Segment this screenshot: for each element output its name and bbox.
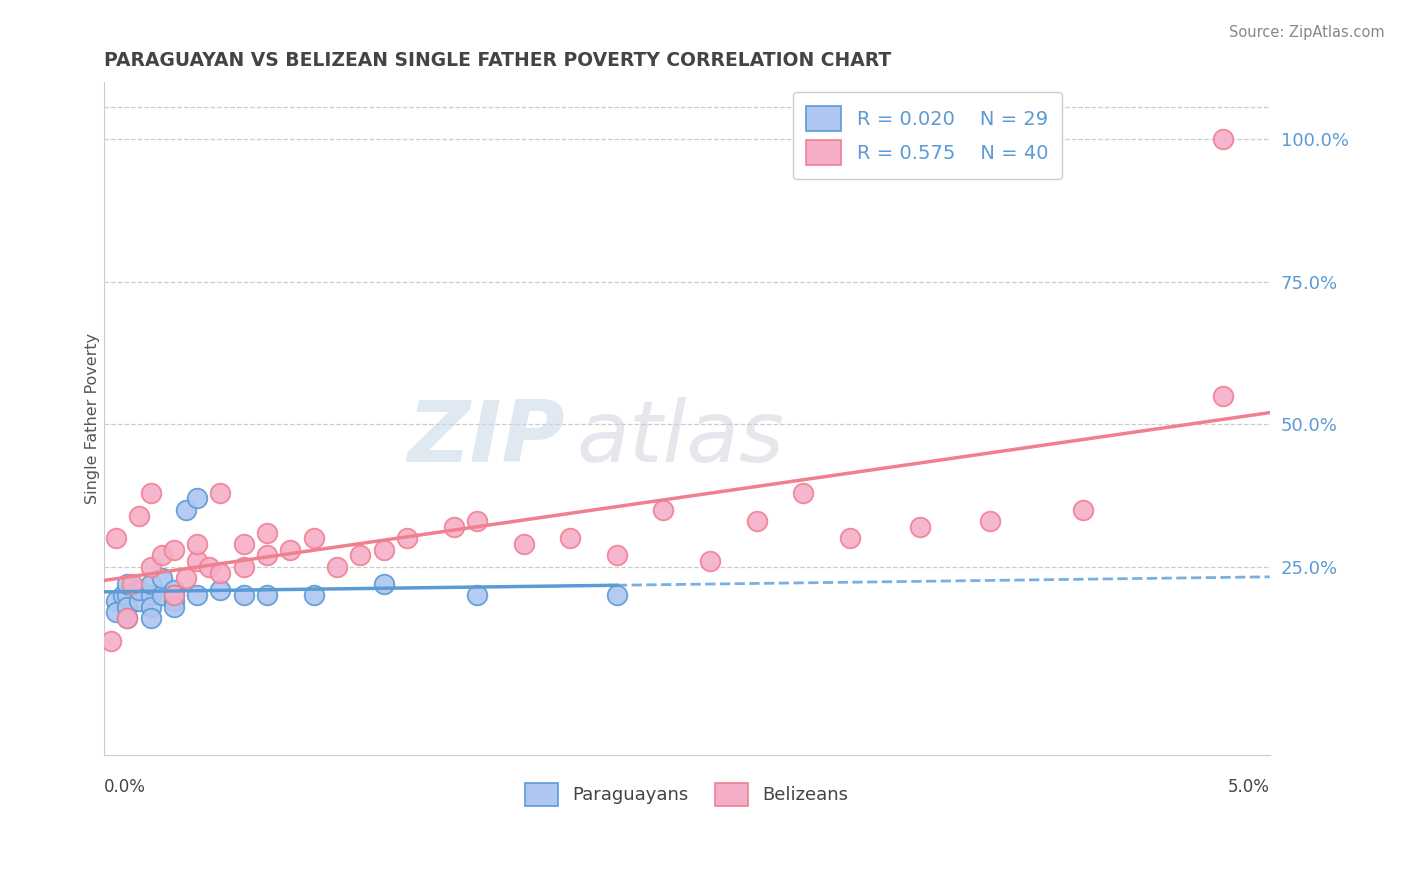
Point xyxy=(652,503,675,517)
Point xyxy=(174,503,197,517)
Point xyxy=(139,588,162,602)
Point xyxy=(115,588,138,602)
Point xyxy=(111,588,134,602)
Point xyxy=(908,520,931,534)
Point xyxy=(163,542,186,557)
Point xyxy=(302,531,325,545)
Text: 5.0%: 5.0% xyxy=(1227,778,1270,796)
Point xyxy=(256,588,278,602)
Point xyxy=(128,508,150,523)
Point xyxy=(209,485,232,500)
Point xyxy=(1212,389,1234,403)
Point xyxy=(699,554,721,568)
Point xyxy=(128,582,150,597)
Text: 0.0%: 0.0% xyxy=(104,778,146,796)
Point xyxy=(186,588,208,602)
Point xyxy=(373,542,395,557)
Point xyxy=(256,525,278,540)
Point xyxy=(163,594,186,608)
Legend: Paraguayans, Belizeans: Paraguayans, Belizeans xyxy=(517,775,856,814)
Point xyxy=(792,485,814,500)
Point xyxy=(104,531,127,545)
Point xyxy=(256,549,278,563)
Point xyxy=(186,554,208,568)
Point xyxy=(163,582,186,597)
Point xyxy=(139,485,162,500)
Point xyxy=(198,559,221,574)
Point xyxy=(232,559,254,574)
Point xyxy=(745,514,768,528)
Point xyxy=(839,531,862,545)
Point xyxy=(443,520,465,534)
Point xyxy=(128,594,150,608)
Point xyxy=(150,571,173,585)
Point xyxy=(512,537,534,551)
Point xyxy=(186,537,208,551)
Point xyxy=(465,588,488,602)
Point xyxy=(163,588,186,602)
Point xyxy=(163,588,186,602)
Point xyxy=(373,577,395,591)
Text: atlas: atlas xyxy=(576,397,785,480)
Point xyxy=(302,588,325,602)
Point xyxy=(395,531,418,545)
Point xyxy=(150,549,173,563)
Text: PARAGUAYAN VS BELIZEAN SINGLE FATHER POVERTY CORRELATION CHART: PARAGUAYAN VS BELIZEAN SINGLE FATHER POV… xyxy=(104,51,891,70)
Point xyxy=(232,537,254,551)
Point xyxy=(606,549,628,563)
Point xyxy=(465,514,488,528)
Point xyxy=(606,588,628,602)
Point xyxy=(115,599,138,614)
Point xyxy=(104,594,127,608)
Point xyxy=(139,611,162,625)
Point xyxy=(979,514,1001,528)
Point xyxy=(209,566,232,580)
Point xyxy=(150,588,173,602)
Point xyxy=(163,599,186,614)
Point xyxy=(1071,503,1094,517)
Point xyxy=(349,549,371,563)
Point xyxy=(139,599,162,614)
Point xyxy=(100,634,122,648)
Point xyxy=(139,559,162,574)
Text: ZIP: ZIP xyxy=(406,397,564,480)
Point xyxy=(104,606,127,620)
Point xyxy=(115,611,138,625)
Point xyxy=(186,491,208,506)
Point xyxy=(1212,132,1234,146)
Text: Source: ZipAtlas.com: Source: ZipAtlas.com xyxy=(1229,25,1385,40)
Point xyxy=(560,531,582,545)
Point xyxy=(174,571,197,585)
Point xyxy=(280,542,302,557)
Point xyxy=(209,582,232,597)
Point xyxy=(115,611,138,625)
Point xyxy=(326,559,349,574)
Point xyxy=(121,577,143,591)
Y-axis label: Single Father Poverty: Single Father Poverty xyxy=(86,333,100,504)
Point xyxy=(139,577,162,591)
Point xyxy=(232,588,254,602)
Point xyxy=(115,577,138,591)
